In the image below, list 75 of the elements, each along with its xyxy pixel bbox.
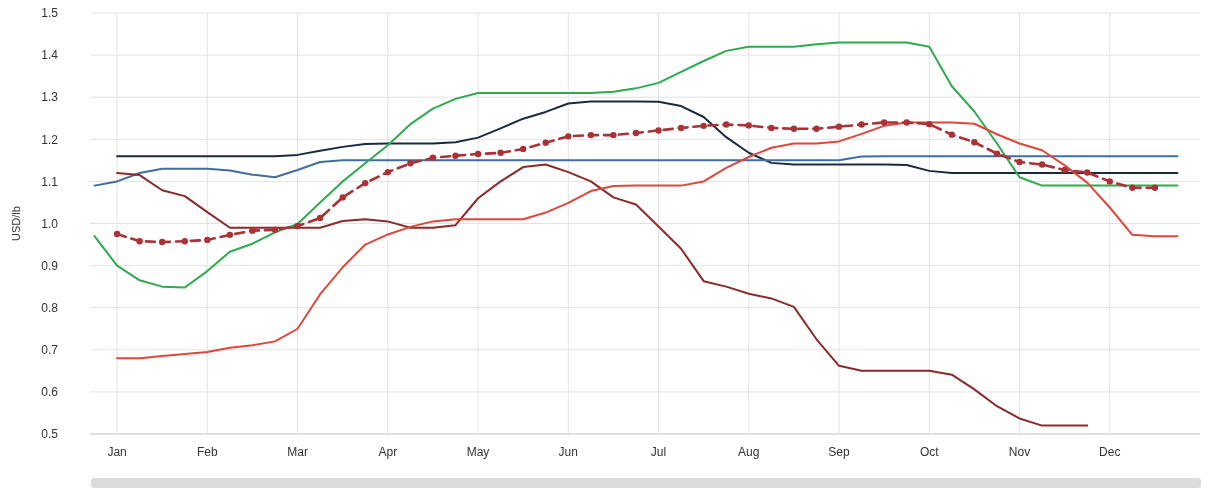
point [497,149,504,156]
point [249,227,256,234]
point [429,154,437,162]
point [159,238,166,246]
point [1038,161,1046,168]
point [790,125,798,132]
point [1084,169,1091,176]
point [565,133,572,140]
point [610,131,617,139]
point [700,122,707,130]
x-tick-label: Jun [558,445,578,459]
x-tick-label: Nov [1008,445,1031,459]
point [1151,184,1159,191]
y-tick-label: 0.5 [41,427,59,442]
point [858,121,865,128]
point [113,230,121,238]
x-tick-label: Apr [378,445,398,459]
point [948,131,956,138]
point [384,168,392,176]
x-tick-label: Jan [107,445,127,459]
point [519,145,527,153]
y-tick-label: 1.2 [41,132,59,147]
point [271,226,279,234]
point [880,119,888,126]
point [1129,184,1136,191]
point [903,119,910,126]
x-tick-label: Mar [287,445,308,459]
x-tick-label: May [466,445,490,459]
y-tick-label: 1.4 [41,48,59,63]
y-axis-title: USD/lb [10,206,22,241]
point [971,139,978,146]
point [204,236,211,244]
point [226,231,234,239]
point [745,122,752,129]
point [835,123,843,130]
y-tick-label: 1.3 [41,90,59,105]
point [677,124,685,132]
x-tick-label: Dec [1099,445,1121,459]
point [362,179,369,187]
x-tick-label: Sep [828,445,851,459]
point [181,237,188,245]
y-tick-label: 0.7 [41,343,59,357]
point [407,160,414,167]
point [632,129,640,137]
x-tick-label: Aug [738,445,760,459]
point [294,222,301,230]
y-tick-label: 1.1 [41,174,59,189]
point [1016,158,1023,166]
line-series [93,41,1179,289]
line-series [116,121,1179,360]
line-series [116,163,1089,427]
y-tick-label: 0.8 [41,300,59,315]
point [813,125,820,132]
point [474,150,482,158]
point [542,139,549,146]
point [1061,166,1068,174]
point [723,121,730,128]
point [339,194,346,201]
point [1106,178,1113,185]
x-tick-label: Oct [919,445,940,459]
point [452,152,459,159]
point [136,237,143,245]
point [655,127,662,134]
point [587,131,595,139]
x-tick-label: Jul [650,445,667,459]
point [316,214,324,222]
point [768,124,775,132]
line-series [116,100,1179,174]
y-tick-label: 1.5 [41,6,59,21]
point [926,120,933,128]
y-tick-label: 0.9 [41,258,59,273]
y-tick-label: 0.6 [41,385,59,400]
y-tick-label: 1.0 [41,216,59,231]
x-tick-label: Feb [196,445,218,459]
point [993,150,1001,157]
